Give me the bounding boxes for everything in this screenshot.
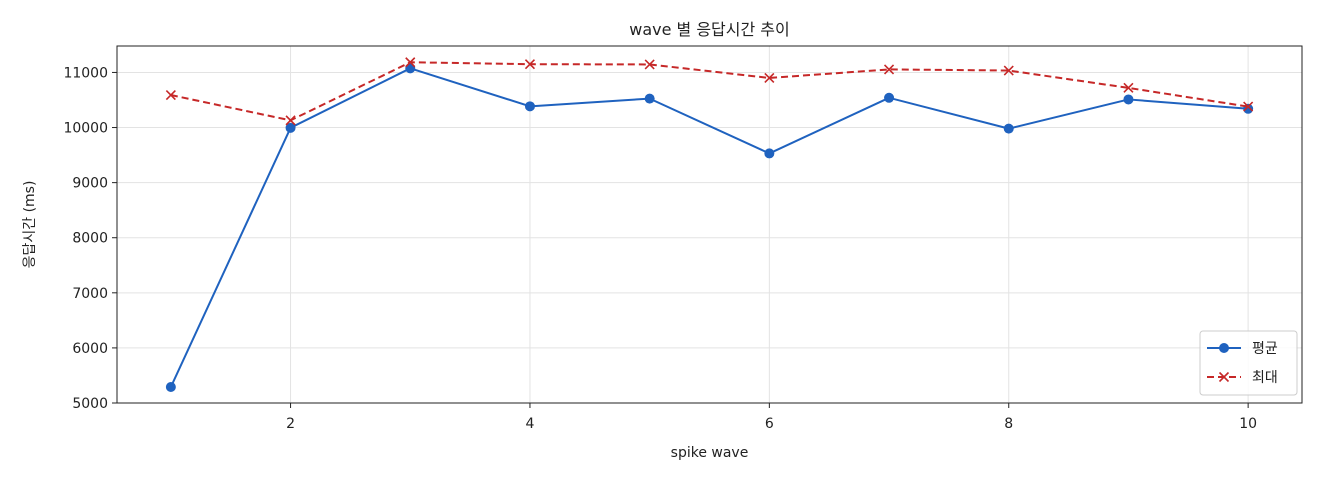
data-point-max: [1123, 82, 1134, 93]
y-tick-label: 11000: [63, 65, 108, 81]
y-tick-label: 9000: [72, 176, 108, 192]
data-point-avg: [884, 92, 895, 103]
series-layer: [165, 57, 1254, 393]
data-point-avg: [524, 101, 535, 112]
data-point-max: [1243, 101, 1254, 112]
legend-marker-max: [1218, 371, 1230, 383]
data-point-max: [405, 57, 416, 68]
data-point-max: [883, 64, 895, 75]
data-point-max: [165, 89, 176, 101]
y-tick-label: 5000: [72, 396, 108, 412]
data-point-avg: [1123, 94, 1134, 105]
plot-frame: [116, 45, 1303, 404]
y-tick-label: 8000: [72, 231, 108, 247]
y-tick-label: 6000: [72, 341, 108, 357]
x-tick-label: 8: [1004, 416, 1013, 432]
y-axis-title: 응답시간 (ms): [22, 181, 38, 269]
x-tick-label: 6: [765, 416, 774, 432]
data-point-avg: [165, 382, 176, 393]
data-point-avg: [1003, 123, 1014, 134]
legend-label-max: 최대: [1252, 370, 1278, 386]
data-point-avg: [285, 122, 296, 133]
legend-label-avg: 평균: [1252, 341, 1278, 357]
tick-layer: 5000 6000 7000 8000 9000 10000 11000 2 4 6 8 10: [63, 65, 1257, 432]
legend-marker-avg: [1219, 343, 1229, 353]
data-point-max: [1003, 65, 1014, 76]
y-tick-label: 7000: [72, 286, 108, 302]
series-line-avg: [169, 67, 1249, 388]
legend-box: [1199, 330, 1298, 396]
data-point-max: [644, 59, 655, 70]
series-line-max: [170, 61, 1249, 122]
x-tick-label: 10: [1239, 416, 1257, 432]
chart-title: wave 별 응답시간 추이: [629, 20, 790, 39]
data-point-avg: [644, 93, 655, 104]
x-axis-title: spike wave: [671, 445, 749, 461]
x-tick-label: 2: [286, 416, 295, 432]
data-point-max: [524, 59, 536, 70]
data-point-avg: [764, 148, 775, 159]
data-point-max: [285, 115, 296, 126]
y-tick-label: 10000: [63, 121, 108, 137]
x-tick-label: 4: [525, 416, 534, 432]
data-point-max: [764, 72, 775, 84]
